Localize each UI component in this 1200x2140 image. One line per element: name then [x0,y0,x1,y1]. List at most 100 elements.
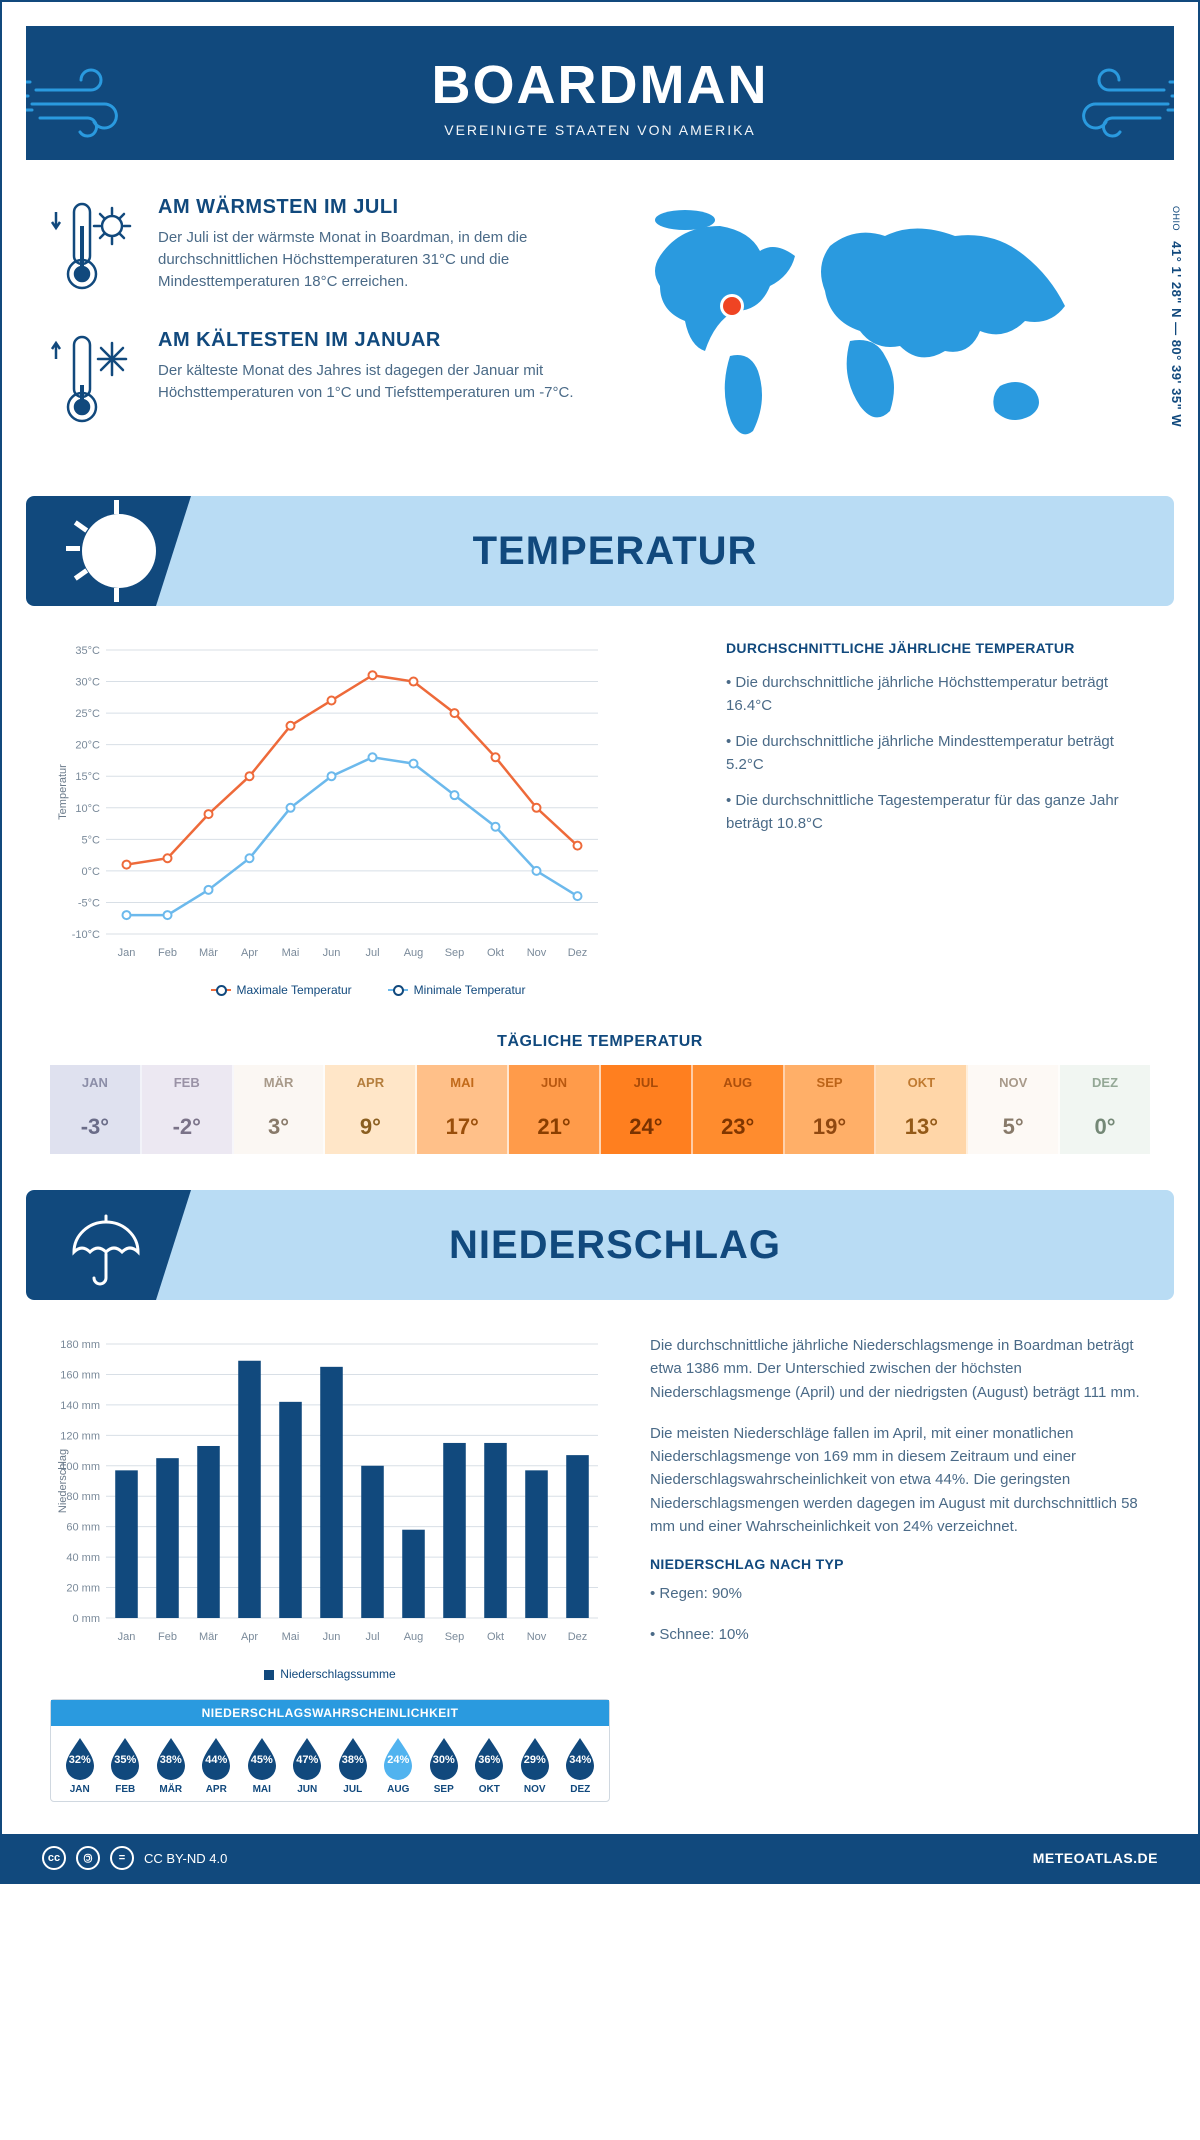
svg-text:Aug: Aug [404,947,424,959]
svg-text:25°C: 25°C [75,708,100,720]
svg-text:160 mm: 160 mm [60,1369,100,1381]
svg-text:Mai: Mai [282,1631,300,1643]
daily-cell: FEB-2° [142,1065,234,1154]
temperature-title: TEMPERATUR [156,529,1174,574]
svg-text:Dez: Dez [568,1631,588,1643]
svg-text:20 mm: 20 mm [66,1583,100,1595]
svg-text:Mai: Mai [282,947,300,959]
warmest-block: AM WÄRMSTEN IM JULI Der Juli ist der wär… [50,196,580,301]
svg-text:-10°C: -10°C [72,929,100,941]
precip-bar-chart: 0 mm20 mm40 mm60 mm80 mm100 mm120 mm140 … [50,1334,610,1659]
prob-cell: 47%JUN [285,1736,331,1795]
svg-text:35°C: 35°C [75,645,100,657]
by-icon: 🄯 [76,1846,100,1870]
prob-cell: 45%MAI [239,1736,285,1795]
svg-text:0°C: 0°C [82,866,101,878]
thermometer-hot-icon [50,196,140,301]
daily-cell: JUN21° [509,1065,601,1154]
svg-text:Jun: Jun [323,947,341,959]
svg-text:Feb: Feb [158,947,177,959]
svg-text:120 mm: 120 mm [60,1430,100,1442]
coldest-title: AM KÄLTESTEN IM JANUAR [158,329,580,352]
svg-text:Jun: Jun [323,1631,341,1643]
coords-text: 41° 1' 28" N — 80° 39' 35" W [1169,241,1184,427]
region-label: OHIO [1171,206,1181,231]
daily-cell: AUG23° [693,1065,785,1154]
svg-text:Mär: Mär [199,947,218,959]
temperature-section-band: TEMPERATUR [26,496,1174,606]
svg-text:Jul: Jul [365,1631,379,1643]
warmest-title: AM WÄRMSTEN IM JULI [158,196,580,219]
wind-icon-right [1054,62,1174,147]
svg-text:5°C: 5°C [82,834,101,846]
wind-icon-left [26,62,146,147]
svg-text:Temperatur: Temperatur [57,764,69,820]
svg-text:Apr: Apr [241,1631,258,1643]
daily-cell: APR9° [325,1065,417,1154]
svg-text:Feb: Feb [158,1631,177,1643]
svg-text:Aug: Aug [404,1631,424,1643]
footer: cc 🄯 = CC BY-ND 4.0 METEOATLAS.DE [2,1834,1198,1882]
daily-cell: JAN-3° [50,1065,142,1154]
prob-cell: 36%OKT [467,1736,513,1795]
cc-icon: cc [42,1846,66,1870]
svg-text:Jan: Jan [118,1631,136,1643]
prob-cell: 29%NOV [512,1736,558,1795]
daily-cell: OKT13° [876,1065,968,1154]
svg-text:Sep: Sep [445,1631,465,1643]
svg-text:10°C: 10°C [75,803,100,815]
precip-para-2: Die meisten Niederschläge fallen im Apri… [650,1422,1150,1538]
precip-section-band: NIEDERSCHLAG [26,1190,1174,1300]
temp-legend: Maximale Temperatur Minimale Temperatur [50,983,686,997]
prob-title: NIEDERSCHLAGSWAHRSCHEINLICHKEIT [51,1700,609,1726]
precip-type-item: • Schnee: 10% [650,1623,1150,1646]
prob-cell: 34%DEZ [558,1736,604,1795]
sun-icon [82,514,156,588]
svg-text:Sep: Sep [445,947,465,959]
prob-cell: 38%MÄR [148,1736,194,1795]
svg-text:15°C: 15°C [75,771,100,783]
prob-cell: 24%AUG [376,1736,422,1795]
precip-type-item: • Regen: 90% [650,1582,1150,1605]
svg-text:-5°C: -5°C [78,897,100,909]
nd-icon: = [110,1846,134,1870]
svg-text:140 mm: 140 mm [60,1400,100,1412]
prob-cell: 32%JAN [57,1736,103,1795]
daily-cell: DEZ0° [1060,1065,1150,1154]
temp-fact-item: • Die durchschnittliche jährliche Höchst… [726,672,1150,717]
thermometer-cold-icon [50,329,140,434]
svg-text:Nov: Nov [527,1631,547,1643]
temp-facts-title: DURCHSCHNITTLICHE JÄHRLICHE TEMPERATUR [726,640,1150,656]
daily-temp-grid: JAN-3°FEB-2°MÄR3°APR9°MAI17°JUN21°JUL24°… [50,1065,1150,1154]
legend-min: Minimale Temperatur [414,983,526,997]
daily-temp-title: TÄGLICHE TEMPERATUR [2,1033,1198,1051]
daily-cell: MAI17° [417,1065,509,1154]
svg-text:80 mm: 80 mm [66,1491,100,1503]
svg-text:40 mm: 40 mm [66,1552,100,1564]
country-subtitle: VEREINIGTE STAATEN VON AMERIKA [26,122,1174,138]
daily-cell: NOV5° [968,1065,1060,1154]
city-title: BOARDMAN [26,54,1174,116]
warmest-body: Der Juli ist der wärmste Monat in Boardm… [158,227,580,292]
svg-text:Mär: Mär [199,1631,218,1643]
daily-cell: SEP19° [785,1065,877,1154]
header: BOARDMAN VEREINIGTE STAATEN VON AMERIKA [26,26,1174,160]
coordinates: OHIO 41° 1' 28" N — 80° 39' 35" W [1169,206,1184,427]
svg-text:0 mm: 0 mm [73,1613,101,1625]
precip-probability-box: NIEDERSCHLAGSWAHRSCHEINLICHKEIT 32%JAN35… [50,1699,610,1802]
legend-max: Maximale Temperatur [237,983,352,997]
temp-fact-item: • Die durchschnittliche jährliche Mindes… [726,731,1150,776]
precip-type-title: NIEDERSCHLAG NACH TYP [650,1556,1150,1572]
coldest-block: AM KÄLTESTEN IM JANUAR Der kälteste Mona… [50,329,580,434]
precip-title: NIEDERSCHLAG [156,1223,1174,1268]
prob-cell: 38%JUL [330,1736,376,1795]
svg-text:Okt: Okt [487,1631,504,1643]
prob-cell: 44%APR [194,1736,240,1795]
temp-fact-item: • Die durchschnittliche Tagestemperatur … [726,790,1150,835]
svg-text:Dez: Dez [568,947,588,959]
svg-text:180 mm: 180 mm [60,1339,100,1351]
temperature-line-chart: -10°C-5°C0°C5°C10°C15°C20°C25°C30°C35°CJ… [50,640,686,975]
svg-text:Jul: Jul [365,947,379,959]
svg-text:Niederschlag: Niederschlag [57,1449,69,1513]
svg-text:Okt: Okt [487,947,504,959]
